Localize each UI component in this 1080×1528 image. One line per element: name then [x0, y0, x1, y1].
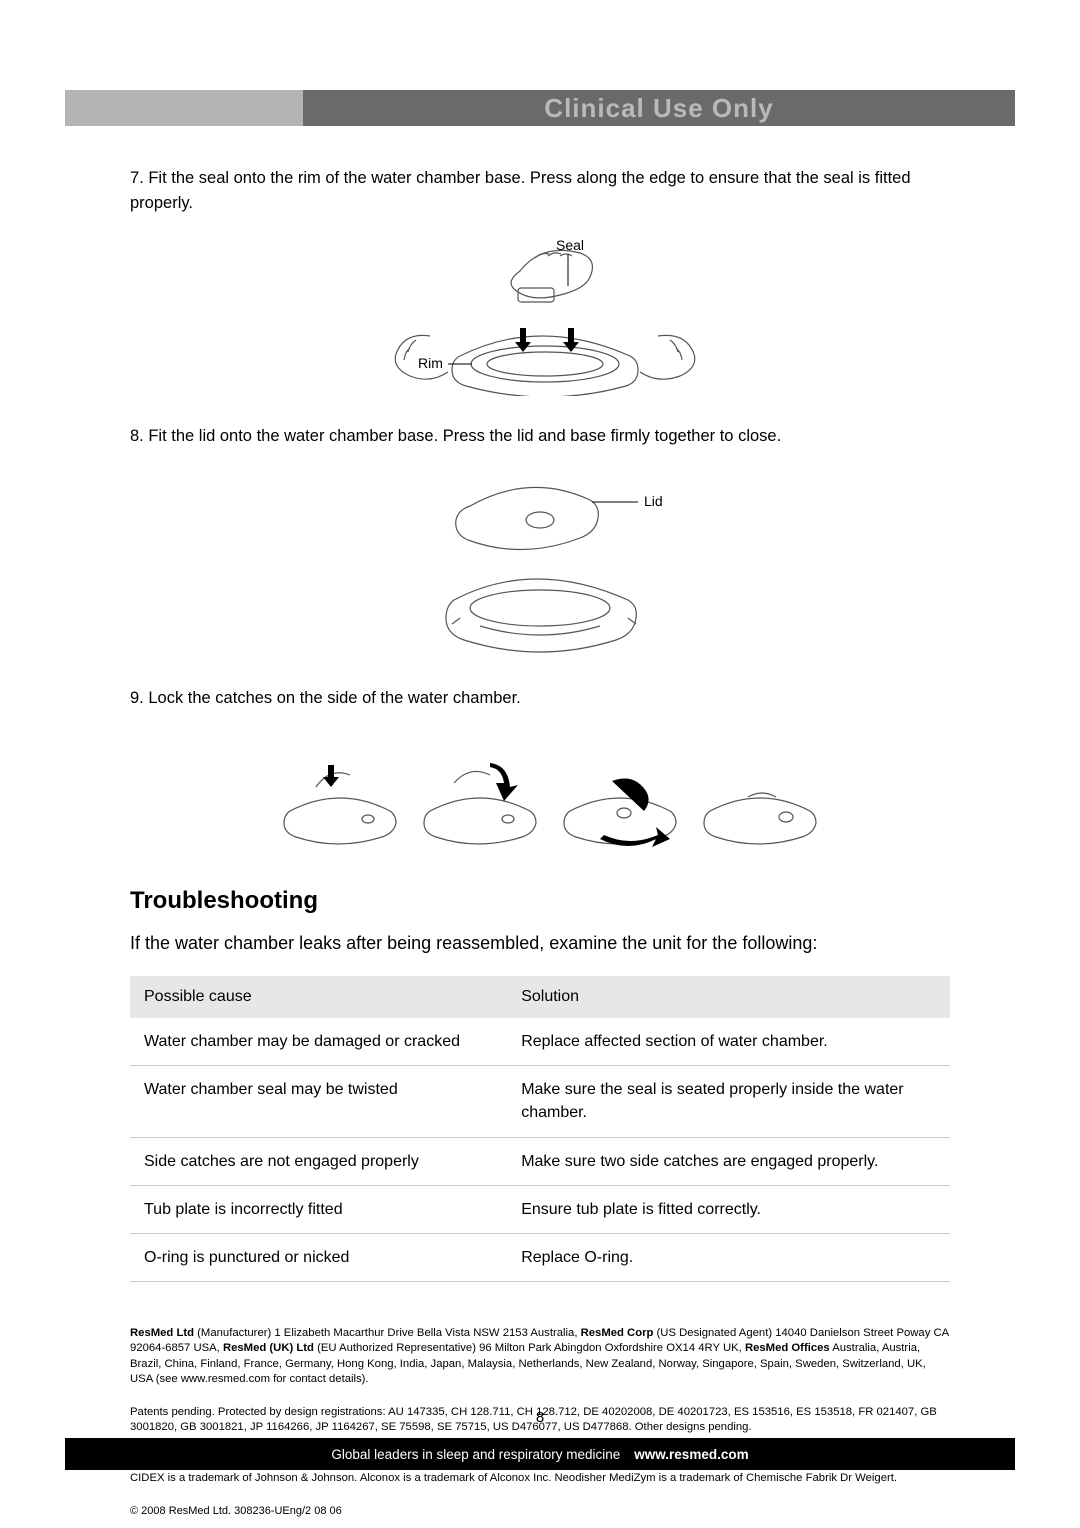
legal-addresses: ResMed Ltd (Manufacturer) 1 Elizabeth Ma… — [130, 1326, 950, 1387]
banner-title: Clinical Use Only — [544, 93, 773, 124]
label-rim: Rim — [418, 355, 443, 371]
resmed-uk-label: ResMed (UK) Ltd — [223, 1342, 314, 1354]
step-9-text: 9. Lock the catches on the side of the w… — [130, 686, 950, 711]
label-seal: Seal — [556, 237, 584, 253]
cause-cell: O-ring is punctured or nicked — [130, 1233, 507, 1281]
col-header-solution: Solution — [507, 976, 950, 1018]
step-8-text: 8. Fit the lid onto the water chamber ba… — [130, 424, 950, 449]
footer-bar: Global leaders in sleep and respiratory … — [65, 1438, 1015, 1470]
troubleshooting-heading: Troubleshooting — [130, 887, 950, 915]
footer-tagline: Global leaders in sleep and respiratory … — [331, 1447, 620, 1462]
step-9: 9. Lock the catches on the side of the w… — [130, 686, 950, 711]
step-7-text: 7. Fit the seal onto the rim of the wate… — [130, 166, 950, 216]
page-number: 8 — [0, 1409, 1080, 1426]
banner-right-stripe: Clinical Use Only — [303, 90, 1015, 126]
cause-cell: Water chamber may be damaged or cracked — [130, 1018, 507, 1066]
step-7: 7. Fit the seal onto the rim of the wate… — [130, 166, 950, 216]
resmed-corp-label: ResMed Corp — [581, 1327, 654, 1339]
table-row: O-ring is punctured or nicked Replace O-… — [130, 1233, 950, 1281]
col-header-cause: Possible cause — [130, 976, 507, 1018]
legal-cidex: CIDEX is a trademark of Johnson & Johnso… — [130, 1471, 950, 1486]
cause-cell: Tub plate is incorrectly fitted — [130, 1185, 507, 1233]
solution-cell: Replace O-ring. — [507, 1233, 950, 1281]
diagram-lid: Lid — [130, 468, 950, 658]
table-row: Water chamber may be damaged or cracked … — [130, 1018, 950, 1066]
troubleshooting-table: Possible cause Solution Water chamber ma… — [130, 976, 950, 1282]
label-lid: Lid — [644, 493, 663, 509]
solution-cell: Make sure two side catches are engaged p… — [507, 1137, 950, 1185]
solution-cell: Ensure tub plate is fitted correctly. — [507, 1185, 950, 1233]
cause-cell: Water chamber seal may be twisted — [130, 1066, 507, 1137]
resmed-ltd-label: ResMed Ltd — [130, 1327, 194, 1339]
step-8: 8. Fit the lid onto the water chamber ba… — [130, 424, 950, 449]
table-row: Water chamber seal may be twisted Make s… — [130, 1066, 950, 1137]
clinical-banner: Clinical Use Only — [65, 90, 1015, 126]
diagram-catches — [130, 731, 950, 851]
table-row: Tub plate is incorrectly fitted Ensure t… — [130, 1185, 950, 1233]
table-row: Side catches are not engaged properly Ma… — [130, 1137, 950, 1185]
cause-cell: Side catches are not engaged properly — [130, 1137, 507, 1185]
legal-copyright: © 2008 ResMed Ltd. 308236-UEng/2 08 06 — [130, 1504, 950, 1519]
troubleshooting-intro: If the water chamber leaks after being r… — [130, 933, 950, 954]
resmed-offices-label: ResMed Offices — [745, 1342, 830, 1354]
solution-cell: Make sure the seal is seated properly in… — [507, 1066, 950, 1137]
banner-left-stripe — [65, 90, 303, 126]
diagram-seal-rim: Seal — [130, 236, 950, 396]
solution-cell: Replace affected section of water chambe… — [507, 1018, 950, 1066]
footer-url: www.resmed.com — [634, 1447, 748, 1462]
